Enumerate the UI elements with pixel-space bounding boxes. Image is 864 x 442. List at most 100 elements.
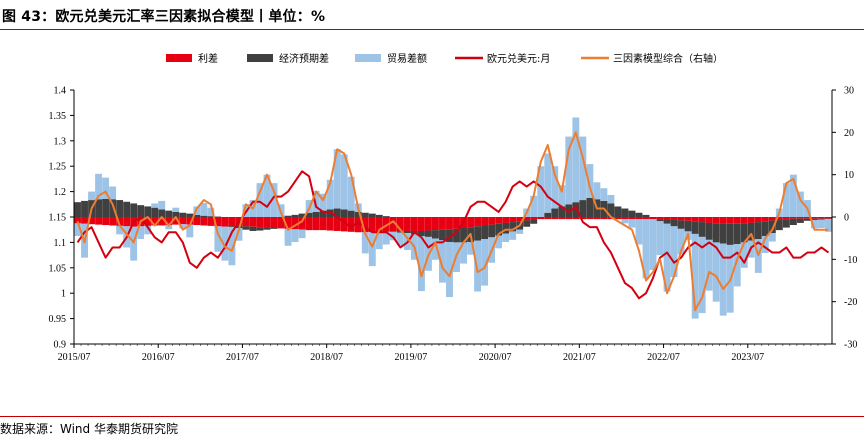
bar-利差 xyxy=(375,217,383,233)
bar-贸易差额 xyxy=(733,244,741,287)
x-tick-label: 2015/07 xyxy=(58,352,91,363)
left-tick-label: 1.25 xyxy=(49,162,67,173)
bar-利差 xyxy=(691,217,699,222)
bar-经济预期差 xyxy=(354,211,362,217)
bar-经济预期差 xyxy=(614,206,622,217)
bar-贸易差额 xyxy=(544,153,552,213)
bar-利差 xyxy=(425,217,432,231)
x-tick-label: 2022/07 xyxy=(647,352,680,363)
bar-经济预期差 xyxy=(439,229,446,241)
bar-贸易差额 xyxy=(537,166,545,217)
title-rule xyxy=(0,29,864,30)
bar-利差 xyxy=(768,217,776,221)
bar-经济预期差 xyxy=(663,219,671,224)
bar-贸易差额 xyxy=(502,233,510,242)
bar-利差 xyxy=(565,217,573,220)
bar-经济预期差 xyxy=(677,220,685,229)
bar-经济预期差 xyxy=(642,214,650,217)
bar-贸易差额 xyxy=(144,225,152,235)
bar-经济预期差 xyxy=(635,212,643,217)
bar-利差 xyxy=(796,217,804,219)
bar-贸易差额 xyxy=(789,174,797,217)
bar-经济预期差 xyxy=(544,212,552,217)
left-tick-label: 1.2 xyxy=(54,187,67,198)
bar-利差 xyxy=(312,217,320,231)
x-tick-label: 2021/07 xyxy=(563,352,596,363)
bar-贸易差额 xyxy=(375,232,383,250)
right-tick-label: -30 xyxy=(844,340,857,351)
bar-利差 xyxy=(439,217,446,230)
bar-贸易差额 xyxy=(481,239,489,286)
right-tick-label: 0 xyxy=(844,213,849,224)
bar-利差 xyxy=(396,217,404,232)
left-tick-label: 1.15 xyxy=(49,213,67,224)
bar-利差 xyxy=(221,217,229,227)
bar-利差 xyxy=(249,217,257,227)
left-tick-label: 1.35 xyxy=(49,111,67,122)
bar-经济预期差 xyxy=(137,205,145,217)
bar-经济预期差 xyxy=(312,211,320,217)
bar-贸易差额 xyxy=(439,240,446,283)
bar-贸易差额 xyxy=(389,231,397,241)
bar-贸易差额 xyxy=(340,154,348,210)
bar-利差 xyxy=(698,217,706,223)
bar-贸易差额 xyxy=(677,228,685,255)
bar-贸易差额 xyxy=(593,182,601,200)
bar-利差 xyxy=(144,217,152,226)
right-tick-label: 30 xyxy=(844,86,854,97)
bar-经济预期差 xyxy=(158,209,166,217)
bar-利差 xyxy=(642,217,650,220)
bar-贸易差额 xyxy=(607,194,615,204)
chart-source: 数据来源：Wind 华泰期货研究院 xyxy=(0,422,178,436)
bar-利差 xyxy=(705,217,713,223)
bar-经济预期差 xyxy=(460,228,467,243)
bar-贸易差额 xyxy=(586,164,594,198)
bar-利差 xyxy=(333,217,341,231)
bar-经济预期差 xyxy=(789,218,797,226)
bar-利差 xyxy=(677,217,685,221)
bars-layer xyxy=(74,117,832,319)
bar-经济预期差 xyxy=(488,224,496,238)
bar-经济预期差 xyxy=(186,213,194,217)
bottom-rule xyxy=(0,416,864,417)
bar-贸易差额 xyxy=(712,242,720,302)
bar-贸易差额 xyxy=(432,238,439,260)
bar-贸易差额 xyxy=(782,183,790,217)
bar-贸易差额 xyxy=(649,219,657,270)
bar-利差 xyxy=(733,217,741,224)
bar-利差 xyxy=(305,217,313,231)
bar-贸易差额 xyxy=(256,183,264,217)
bar-贸易差额 xyxy=(740,242,748,268)
bar-利差 xyxy=(432,217,439,231)
bar-经济预期差 xyxy=(200,215,208,217)
lines-layer xyxy=(76,131,830,312)
bar-利差 xyxy=(818,217,825,219)
left-tick-label: 1.1 xyxy=(54,238,67,249)
bar-利差 xyxy=(102,217,110,226)
bar-贸易差额 xyxy=(319,193,327,211)
bar-贸易差额 xyxy=(768,233,776,242)
bar-利差 xyxy=(228,217,236,227)
bar-贸易差额 xyxy=(74,223,81,237)
bar-利差 xyxy=(88,217,95,225)
bar-贸易差额 xyxy=(158,200,166,210)
bar-利差 xyxy=(775,217,783,220)
bar-贸易差额 xyxy=(284,228,292,246)
bar-经济预期差 xyxy=(193,214,201,217)
bar-利差 xyxy=(193,217,201,226)
bar-利差 xyxy=(516,217,524,222)
bar-利差 xyxy=(361,217,369,233)
chart: 利差 经济预期差 贸易差额 欧元兑美元:月 三因素模型综合（右轴） 0.9 0.95 1 1.… xyxy=(49,52,858,363)
bar-贸易差额 xyxy=(663,223,671,292)
bar-经济预期差 xyxy=(340,209,348,217)
bar-经济预期差 xyxy=(396,231,404,233)
bar-利差 xyxy=(551,217,559,220)
bar-利差 xyxy=(558,217,566,220)
bar-利差 xyxy=(326,217,334,231)
bar-贸易差额 xyxy=(263,174,271,217)
bar-利差 xyxy=(600,217,608,220)
bar-贸易差额 xyxy=(109,186,117,200)
bar-贸易差额 xyxy=(446,241,453,298)
left-tick-label: 0.95 xyxy=(49,314,67,325)
bar-利差 xyxy=(123,217,131,227)
